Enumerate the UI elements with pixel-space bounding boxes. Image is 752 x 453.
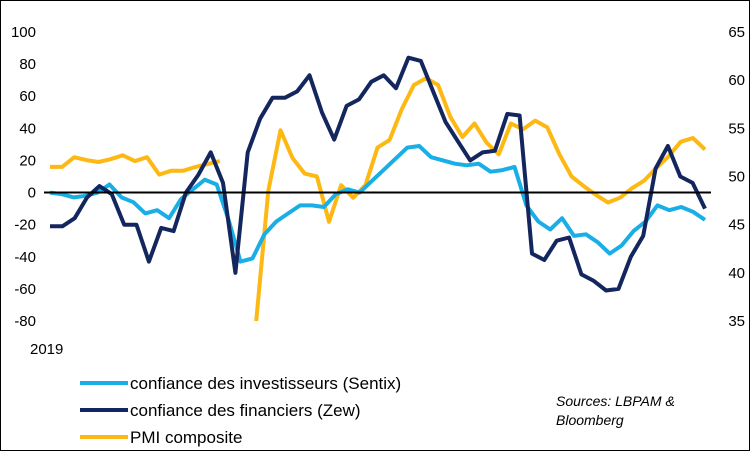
right-tick-label: 35 bbox=[728, 313, 745, 330]
legend-label: confiance des financiers (Zew) bbox=[130, 401, 361, 420]
legend-label: confiance des investisseurs (Sentix) bbox=[130, 374, 401, 393]
left-tick-label: -80 bbox=[14, 313, 36, 330]
right-tick-label: 40 bbox=[728, 265, 745, 282]
left-tick-label: 80 bbox=[19, 56, 36, 73]
series-line bbox=[50, 55, 707, 293]
left-axis-ticks: 100 80 60 40 20 0 -20 -40 -60 -80 bbox=[11, 24, 36, 330]
right-axis-ticks: 65 60 55 50 45 40 35 bbox=[728, 24, 745, 330]
x-axis-start-label: 2019 bbox=[30, 341, 63, 358]
source-annotation: Sources: LBPAM & Bloomberg bbox=[556, 393, 675, 428]
left-tick-label: -60 bbox=[14, 281, 36, 298]
left-tick-label: 60 bbox=[19, 88, 36, 105]
series-line bbox=[49, 144, 707, 264]
left-tick-label: 100 bbox=[11, 24, 36, 41]
right-tick-label: 65 bbox=[728, 24, 745, 41]
left-tick-label: -20 bbox=[14, 217, 36, 234]
right-tick-label: 60 bbox=[728, 72, 745, 89]
left-tick-label: -40 bbox=[14, 249, 36, 266]
left-tick-label: 40 bbox=[19, 120, 36, 137]
series-layer bbox=[49, 55, 707, 322]
right-tick-label: 45 bbox=[728, 217, 745, 234]
legend-label: PMI composite bbox=[130, 428, 242, 447]
series-line bbox=[50, 76, 707, 322]
right-tick-label: 55 bbox=[728, 120, 745, 137]
left-tick-label: 0 bbox=[28, 185, 36, 202]
left-tick-label: 20 bbox=[19, 152, 36, 169]
right-tick-label: 50 bbox=[728, 169, 745, 186]
legend: confiance des investisseurs (Sentix) conf… bbox=[80, 374, 401, 447]
